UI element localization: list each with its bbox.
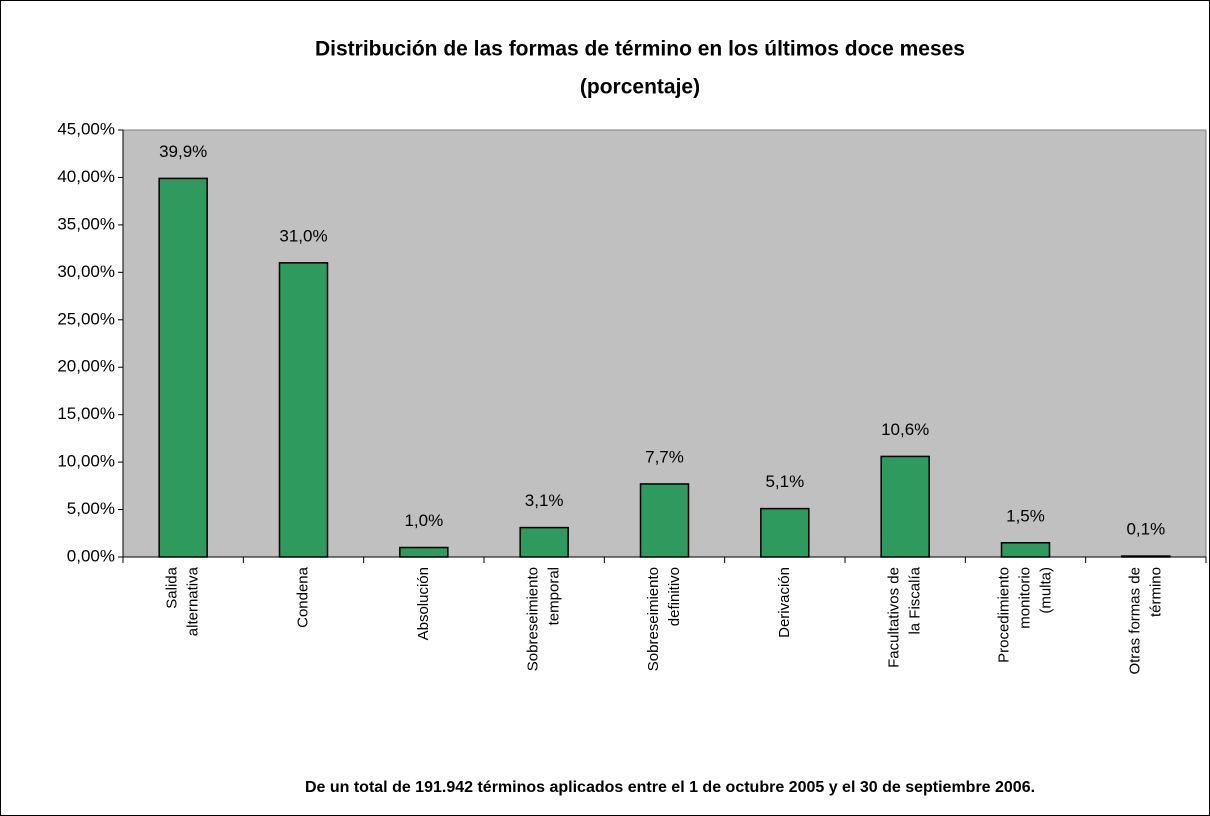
x-tick-label: Salida	[164, 566, 181, 608]
value-label: 0,1%	[1126, 520, 1165, 539]
y-tick-label: 30,00%	[57, 262, 115, 281]
x-tick-label: término	[1147, 567, 1164, 617]
value-label: 10,6%	[881, 420, 929, 439]
x-tick-label: Condena	[294, 566, 311, 628]
bar	[1000, 542, 1051, 558]
value-label: 1,0%	[404, 511, 443, 530]
y-tick-label: 10,00%	[57, 452, 115, 471]
chart-subtitle: (porcentaje)	[580, 76, 700, 99]
y-tick-label: 0,00%	[67, 546, 115, 565]
y-tick-label: 15,00%	[57, 404, 115, 423]
value-label: 39,9%	[159, 142, 207, 161]
x-tick-label: Derivación	[776, 567, 793, 638]
y-tick-label: 25,00%	[57, 309, 115, 328]
x-tick-label: Sobreseimiento	[645, 567, 662, 671]
y-tick-label: 20,00%	[57, 357, 115, 376]
value-label: 1,5%	[1006, 506, 1045, 525]
x-tick-label: monitorio	[1016, 567, 1033, 629]
y-tick-label: 40,00%	[57, 167, 115, 186]
y-tick-label: 35,00%	[57, 214, 115, 233]
x-tick-label: temporal	[546, 567, 563, 625]
value-label: 7,7%	[645, 447, 684, 466]
bar	[399, 546, 449, 558]
x-tick-label: Facultativos de	[886, 567, 903, 668]
bar	[519, 526, 569, 558]
x-tick-label: la Fiscalía	[907, 566, 924, 634]
bar	[880, 455, 930, 558]
bar	[278, 262, 329, 558]
footnote: De un total de 191.942 términos aplicado…	[305, 779, 1035, 796]
bar	[1121, 555, 1171, 558]
bar	[158, 177, 208, 558]
y-tick-label: 45,00%	[57, 119, 115, 138]
value-label: 3,1%	[525, 491, 564, 510]
y-tick-label: 5,00%	[67, 499, 115, 518]
x-tick-label: Procedimiento	[995, 567, 1012, 663]
bar	[760, 507, 810, 558]
x-tick-label: (multa)	[1037, 567, 1054, 614]
x-tick-label: alternativa	[185, 566, 202, 636]
x-tick-label: definitivo	[666, 567, 683, 626]
value-label: 31,0%	[279, 226, 327, 245]
x-tick-label: Otras formas de	[1126, 567, 1143, 675]
value-label: 5,1%	[765, 472, 804, 491]
x-tick-label: Absolución	[415, 567, 432, 640]
x-tick-label: Sobreseimiento	[525, 567, 542, 671]
chart-title: Distribución de las formas de término en…	[315, 38, 965, 61]
bar	[639, 483, 690, 558]
